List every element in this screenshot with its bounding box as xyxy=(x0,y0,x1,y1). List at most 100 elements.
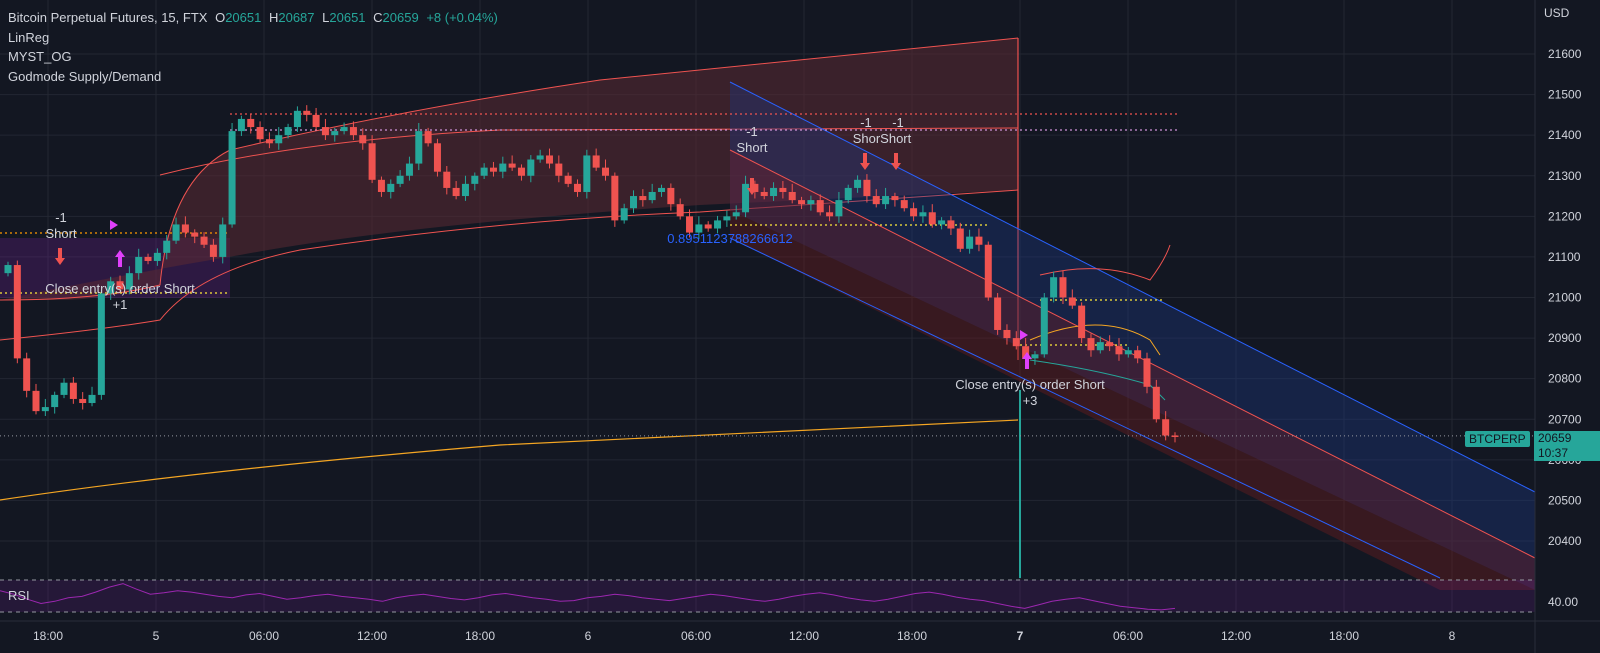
candle xyxy=(424,127,432,147)
candle-body xyxy=(1096,342,1104,351)
candle xyxy=(377,176,385,197)
candle-body xyxy=(13,265,21,359)
candle-body xyxy=(536,155,544,160)
candle xyxy=(200,232,208,248)
candle xyxy=(667,183,675,211)
candle xyxy=(349,121,357,141)
short-label-1: Short xyxy=(45,226,76,241)
candle xyxy=(32,383,40,415)
candle xyxy=(321,118,329,141)
sell-arrow xyxy=(860,153,870,170)
candle-body xyxy=(564,175,572,184)
candle xyxy=(1050,271,1058,303)
candle-body xyxy=(1059,277,1067,298)
short-label-2: Short xyxy=(736,140,767,155)
ohlc-low: 20651 xyxy=(329,10,366,25)
symbol-title: Bitcoin Perpetual Futures, 15, FTX xyxy=(8,10,208,25)
candle xyxy=(135,248,143,280)
candle xyxy=(919,205,927,223)
candle-body xyxy=(592,155,600,168)
time-tick: 7 xyxy=(1017,629,1024,643)
candle-body xyxy=(135,256,143,274)
price-tick: 20900 xyxy=(1548,331,1582,345)
candle xyxy=(415,122,423,171)
candle xyxy=(1003,324,1011,345)
candle-body xyxy=(611,175,619,221)
close-qty-2: +3 xyxy=(1023,393,1038,408)
candle-body xyxy=(1106,342,1114,347)
symbol-line: Bitcoin Perpetual Futures, 15, FTX O2065… xyxy=(8,8,498,28)
candle-body xyxy=(303,110,311,115)
candle xyxy=(1106,335,1114,352)
candle-body xyxy=(658,187,666,192)
buy-arrow xyxy=(1022,352,1032,369)
candle xyxy=(891,192,899,207)
candle-body xyxy=(1078,305,1086,339)
price-tick: 20700 xyxy=(1548,412,1582,426)
ohlc-low-label: L xyxy=(322,10,330,25)
candle-body xyxy=(424,131,432,144)
candle-body xyxy=(69,382,77,399)
envelope-lower xyxy=(0,189,1019,341)
candle-body xyxy=(97,293,105,395)
candle xyxy=(209,239,217,262)
candle-body xyxy=(508,163,516,168)
candle xyxy=(648,183,656,204)
candle xyxy=(60,378,68,399)
candle xyxy=(284,123,292,139)
price-tick: 20800 xyxy=(1548,372,1582,386)
candle xyxy=(826,205,834,222)
candle-body xyxy=(835,200,843,217)
candle-body xyxy=(1050,277,1058,298)
candle-body xyxy=(452,187,460,197)
buy-arrow xyxy=(115,250,125,267)
candle-body xyxy=(900,200,908,209)
indicator-godmode[interactable]: Godmode Supply/Demand xyxy=(8,68,162,84)
candle xyxy=(564,172,572,188)
candle xyxy=(956,222,964,253)
candle xyxy=(368,135,376,184)
rsi-label[interactable]: RSI xyxy=(8,588,30,603)
candle xyxy=(1012,331,1020,350)
candle xyxy=(303,105,311,122)
candle-body xyxy=(517,167,525,176)
candle xyxy=(88,386,96,407)
channel-lower-fill xyxy=(730,150,1535,590)
price-tick: 20500 xyxy=(1548,493,1582,507)
indicator-linreg[interactable]: LinReg xyxy=(8,29,50,45)
candle xyxy=(79,392,87,410)
candle xyxy=(788,183,796,204)
candle xyxy=(966,229,974,254)
rsi-level: 40.00 xyxy=(1548,595,1578,609)
candle xyxy=(312,107,320,131)
candle xyxy=(191,229,199,244)
candle xyxy=(928,204,936,228)
candle xyxy=(1171,432,1179,443)
price-tick: 21100 xyxy=(1548,250,1581,264)
candle xyxy=(508,155,516,171)
candle xyxy=(116,275,124,293)
candlesticks xyxy=(4,105,1179,443)
candle xyxy=(107,276,115,300)
candle-body xyxy=(732,212,740,217)
time-tick: 06:00 xyxy=(1113,629,1143,643)
indicator-myst-og[interactable]: MYST_OG xyxy=(8,49,72,64)
candle-body xyxy=(1171,435,1179,437)
candle-body xyxy=(602,167,610,176)
candle xyxy=(536,149,544,163)
price-change: +8 (+0.04%) xyxy=(426,10,498,25)
candle xyxy=(938,217,946,230)
candle-body xyxy=(555,163,563,176)
candle-body xyxy=(480,167,488,176)
candle-body xyxy=(826,212,834,217)
candle xyxy=(69,377,77,404)
candle-body xyxy=(275,135,283,144)
rsi-band xyxy=(0,580,1535,612)
candle xyxy=(723,210,731,227)
short-label-34: ShorShort xyxy=(853,131,912,146)
candle xyxy=(181,216,189,238)
candle xyxy=(443,166,451,195)
time-tick: 18:00 xyxy=(897,629,927,643)
